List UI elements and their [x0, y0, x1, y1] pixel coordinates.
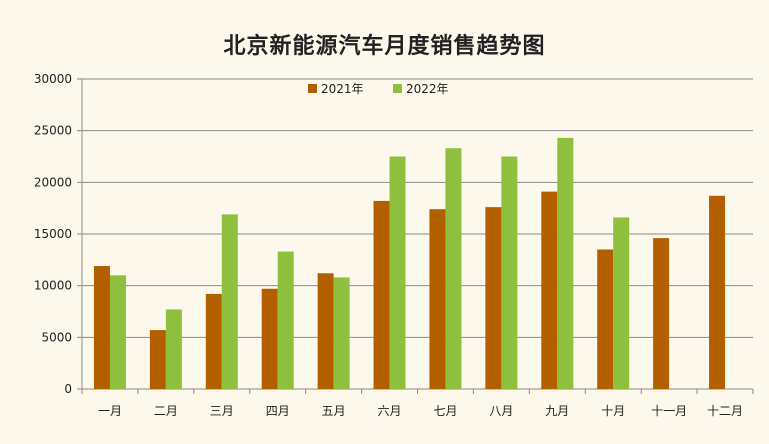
bar-2022年-九月: [557, 137, 574, 389]
legend-label: 2022年: [406, 82, 449, 96]
bar-2022年-四月: [277, 251, 294, 389]
y-tick-label: 25000: [34, 124, 72, 138]
bar-2021年-八月: [485, 207, 502, 389]
bar-2021年-十月: [597, 249, 614, 389]
chart-title: 北京新能源汽车月度销售趋势图: [223, 34, 546, 59]
bar-2022年-一月: [109, 275, 126, 389]
x-tick-label: 三月: [210, 404, 234, 418]
bar-2021年-二月: [149, 330, 166, 389]
legend-label: 2021年: [321, 82, 364, 96]
x-tick-label: 八月: [489, 404, 513, 418]
bar-2021年-四月: [261, 288, 278, 389]
x-tick-label: 二月: [154, 404, 178, 418]
bar-2022年-八月: [501, 156, 518, 389]
y-tick-label: 20000: [34, 175, 72, 189]
legend-swatch: [308, 84, 317, 93]
bar-2021年-五月: [317, 273, 334, 389]
bar-2022年-三月: [221, 214, 238, 389]
x-tick-label: 九月: [545, 404, 569, 418]
bar-2021年-一月: [93, 266, 110, 389]
x-tick-label: 十月: [601, 404, 625, 418]
bar-2022年-二月: [165, 309, 182, 389]
bar-2021年-三月: [205, 293, 222, 389]
y-tick-label: 5000: [41, 330, 72, 344]
bar-2021年-十一月: [653, 238, 670, 389]
x-tick-label: 十一月: [651, 404, 687, 418]
bar-2022年-七月: [445, 148, 462, 389]
bar-2021年-七月: [429, 209, 446, 389]
y-tick-label: 10000: [34, 279, 72, 293]
bar-2022年-五月: [333, 277, 350, 389]
bar-2021年-十二月: [709, 195, 726, 389]
x-tick-label: 一月: [98, 404, 122, 418]
x-tick-label: 十二月: [707, 404, 743, 418]
bar-2022年-六月: [389, 156, 406, 389]
x-tick-label: 七月: [433, 404, 457, 418]
legend-swatch: [393, 84, 402, 93]
x-tick-label: 四月: [266, 404, 290, 418]
bar-2022年-十月: [613, 217, 630, 389]
bar-2021年-九月: [541, 191, 558, 389]
y-tick-label: 30000: [34, 72, 72, 86]
x-tick-label: 六月: [378, 404, 402, 418]
bar-2021年-六月: [373, 200, 390, 389]
x-tick-label: 五月: [322, 404, 346, 418]
y-tick-label: 0: [64, 382, 72, 396]
y-tick-label: 15000: [34, 227, 72, 241]
